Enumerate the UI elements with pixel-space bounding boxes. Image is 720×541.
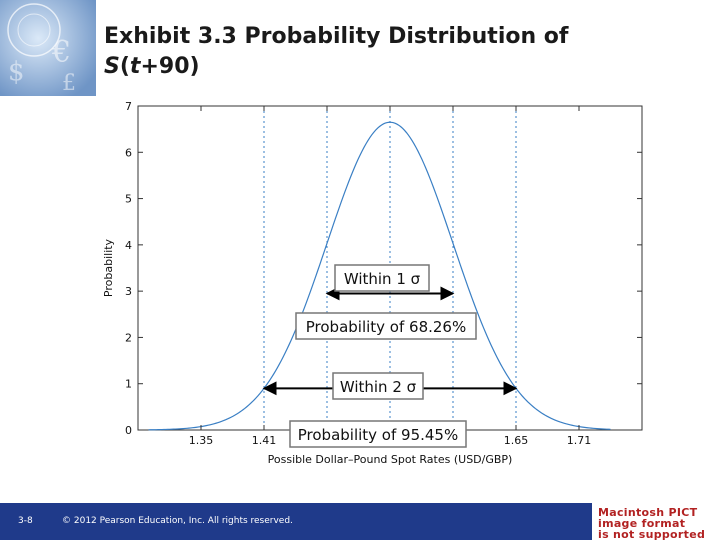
y-tick-label: 3 <box>125 285 132 298</box>
badge-line-3: is not supported <box>592 529 720 540</box>
y-tick-label: 0 <box>125 424 132 437</box>
x-axis-label: Possible Dollar–Pound Spot Rates (USD/GB… <box>268 453 513 466</box>
x-tick-label: 1.41 <box>252 434 277 447</box>
y-tick-label: 5 <box>125 193 132 206</box>
footer-bar: 3-8 © 2012 Pearson Education, Inc. All r… <box>0 503 592 540</box>
probability-68-label: Probability of 68.26% <box>306 318 466 336</box>
slide-number: 3-8 <box>18 516 33 526</box>
within-1-sigma-label: Within 1 σ <box>344 270 421 288</box>
probability-95-label: Probability of 95.45% <box>298 426 458 444</box>
y-tick-label: 4 <box>125 239 132 252</box>
y-tick-label: 2 <box>125 331 132 344</box>
y-axis-label: Probability <box>102 238 115 297</box>
x-tick-label: 1.71 <box>567 434 592 447</box>
y-tick-label: 7 <box>125 100 132 113</box>
within-2-sigma-label: Within 2 σ <box>340 378 417 396</box>
y-tick-label: 1 <box>125 378 132 391</box>
y-tick-label: 6 <box>125 146 132 159</box>
x-tick-label: 1.35 <box>189 434 214 447</box>
unsupported-image-badge: Macintosh PICT image format is not suppo… <box>592 503 720 540</box>
badge-line-1: Macintosh PICT <box>592 503 720 518</box>
x-tick-label: 1.65 <box>504 434 529 447</box>
copyright-text: © 2012 Pearson Education, Inc. All right… <box>62 516 293 526</box>
